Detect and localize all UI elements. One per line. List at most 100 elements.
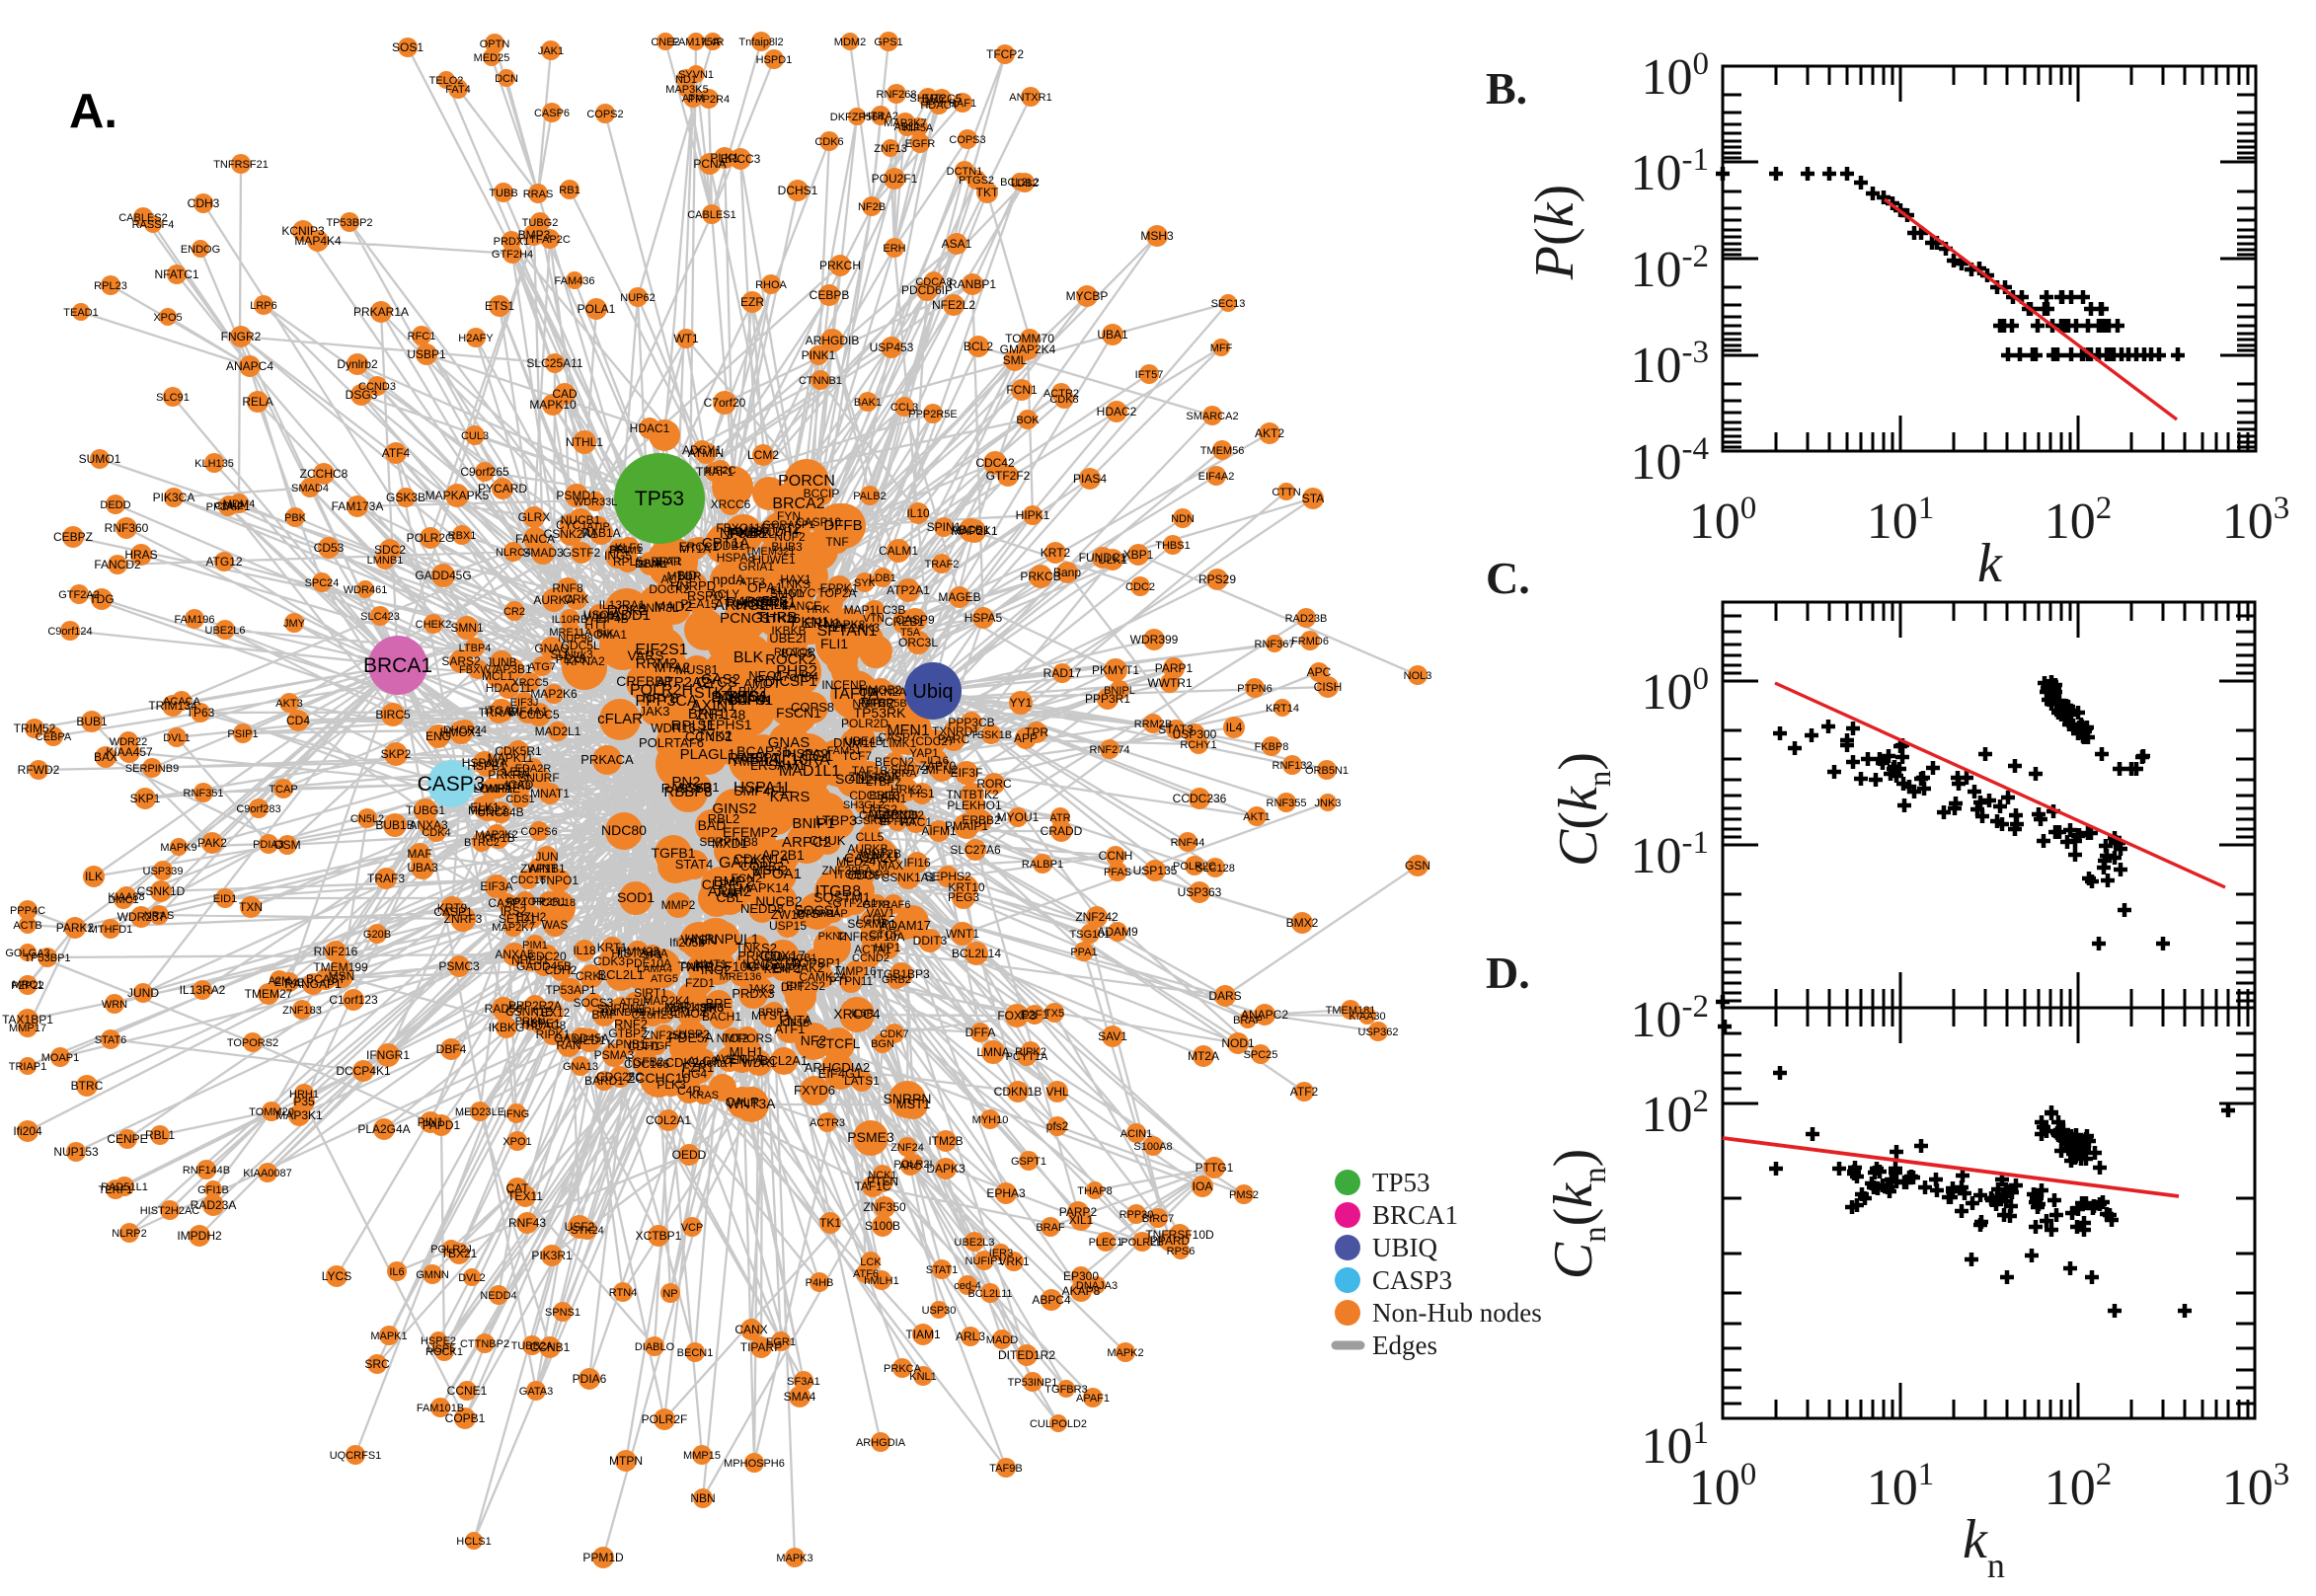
svg-text:A.: A. <box>69 85 117 138</box>
svg-text:SMARCA2: SMARCA2 <box>1186 411 1238 422</box>
svg-text:NUCB1: NUCB1 <box>561 513 601 527</box>
svg-text:ATG12: ATG12 <box>205 555 242 569</box>
svg-text:TFAP2C: TFAP2C <box>529 234 571 246</box>
svg-text:STAT6: STAT6 <box>95 1034 127 1046</box>
svg-text:PPP2R4: PPP2R4 <box>688 94 730 106</box>
svg-text:HSPA5: HSPA5 <box>965 611 1003 625</box>
svg-text:VHL: VHL <box>1045 1085 1069 1099</box>
svg-text:SLC91: SLC91 <box>156 392 190 404</box>
svg-text:C.: C. <box>1486 553 1530 603</box>
svg-text:LRP6: LRP6 <box>250 300 277 312</box>
svg-text:RNF43: RNF43 <box>508 1216 546 1230</box>
svg-text:GMNN: GMNN <box>416 1269 449 1281</box>
svg-text:MYST1: MYST1 <box>751 1009 791 1023</box>
svg-text:MAPK10: MAPK10 <box>529 398 577 412</box>
svg-text:TNFRSF10D: TNFRSF10D <box>1145 1228 1214 1242</box>
svg-text:LIMK1: LIMK1 <box>883 736 917 750</box>
svg-text:BCL2L14: BCL2L14 <box>952 947 1001 960</box>
svg-text:ASA1: ASA1 <box>942 237 972 251</box>
svg-text:ATF3: ATF3 <box>739 576 765 588</box>
svg-text:ERBB2: ERBB2 <box>962 813 1001 827</box>
svg-text:CRADD: CRADD <box>1041 824 1083 838</box>
svg-text:POLR2F: POLR2F <box>642 1412 688 1426</box>
svg-text:JUNB: JUNB <box>486 655 516 669</box>
svg-text:COPS2: COPS2 <box>586 109 623 120</box>
svg-text:CTNNB1: CTNNB1 <box>799 375 842 387</box>
svg-text:FSCN1: FSCN1 <box>776 705 821 721</box>
svg-text:CASP10: CASP10 <box>796 515 841 529</box>
svg-text:USP363: USP363 <box>1178 885 1222 899</box>
svg-text:NFATC1: NFATC1 <box>154 267 198 281</box>
svg-text:RAD23B: RAD23B <box>1285 613 1328 625</box>
svg-text:MYH10: MYH10 <box>972 1114 1009 1126</box>
svg-text:HMGB2: HMGB2 <box>860 683 902 697</box>
svg-text:USBP1: USBP1 <box>407 347 446 361</box>
svg-text:ATF2: ATF2 <box>1290 1085 1319 1099</box>
svg-text:KIAA457: KIAA457 <box>106 745 153 759</box>
svg-text:ANAPC4: ANAPC4 <box>226 359 273 373</box>
svg-text:MRE136: MRE136 <box>720 971 762 983</box>
svg-text:PALB2: PALB2 <box>853 491 886 502</box>
svg-text:SMAD4: SMAD4 <box>291 483 329 494</box>
svg-text:FANCD2: FANCD2 <box>94 558 141 571</box>
svg-text:PPM1D: PPM1D <box>582 1551 624 1564</box>
svg-text:HAX1: HAX1 <box>780 572 811 586</box>
svg-text:P35: P35 <box>293 1095 315 1108</box>
svg-text:GTF2F2: GTF2F2 <box>986 469 1031 483</box>
svg-text:FCN2: FCN2 <box>731 872 762 885</box>
svg-text:NUP153: NUP153 <box>53 1145 99 1159</box>
svg-text:CR2: CR2 <box>503 606 525 618</box>
svg-text:MED25: MED25 <box>474 52 510 64</box>
svg-text:FLI1: FLI1 <box>820 636 848 651</box>
svg-text:HCLS1: HCLS1 <box>456 1536 491 1548</box>
svg-text:CEBPZ: CEBPZ <box>53 530 93 544</box>
svg-text:pfs2: pfs2 <box>1046 1119 1069 1133</box>
svg-text:BRCA1: BRCA1 <box>363 654 432 677</box>
svg-text:ERCC6: ERCC6 <box>879 808 919 822</box>
svg-text:BIK: BIK <box>596 628 614 640</box>
svg-text:APC: APC <box>1307 665 1332 679</box>
svg-text:NTHL1: NTHL1 <box>566 435 603 449</box>
svg-text:POU2F1: POU2F1 <box>872 172 918 186</box>
svg-text:LYCS: LYCS <box>322 1269 351 1283</box>
svg-text:AURKB: AURKB <box>847 842 888 856</box>
svg-text:S100A8: S100A8 <box>1133 1141 1172 1153</box>
svg-text:ANTXR1: ANTXR1 <box>1009 92 1051 104</box>
svg-text:COPS3: COPS3 <box>949 134 985 146</box>
svg-text:USP300: USP300 <box>1173 727 1217 741</box>
svg-text:PMS2: PMS2 <box>1229 1189 1259 1201</box>
svg-text:HIST2H2AC: HIST2H2AC <box>140 1205 200 1217</box>
svg-text:CANX: CANX <box>734 1323 767 1336</box>
svg-text:PIAS4: PIAS4 <box>1073 472 1107 486</box>
svg-text:EP300: EP300 <box>1063 1269 1099 1283</box>
svg-text:ARHGDIA: ARHGDIA <box>856 1437 906 1449</box>
svg-text:TAF9B: TAF9B <box>989 1463 1022 1475</box>
svg-text:PRKACA: PRKACA <box>580 752 634 767</box>
svg-text:USP339: USP339 <box>143 866 184 877</box>
svg-text:PYCARD: PYCARD <box>478 482 527 495</box>
svg-text:Edges: Edges <box>1372 1330 1437 1360</box>
svg-text:XRCC6: XRCC6 <box>711 497 751 511</box>
svg-text:CARM1: CARM1 <box>798 908 836 920</box>
svg-text:RANBP1: RANBP1 <box>949 277 996 291</box>
svg-text:MYCBP: MYCBP <box>1066 289 1109 303</box>
svg-text:IFI16: IFI16 <box>903 856 931 870</box>
svg-text:KIAA88: KIAA88 <box>108 891 144 903</box>
svg-text:DBF4: DBF4 <box>436 1042 467 1056</box>
svg-text:RNF8: RNF8 <box>552 581 583 595</box>
svg-text:FCN1: FCN1 <box>1006 383 1038 397</box>
svg-text:PPP2R5B: PPP2R5B <box>858 698 907 710</box>
svg-text:IKBKB: IKBKB <box>771 624 806 638</box>
svg-text:CHEK2: CHEK2 <box>416 619 452 631</box>
svg-text:PSIP1: PSIP1 <box>227 728 258 740</box>
svg-text:SLC128: SLC128 <box>1196 863 1235 874</box>
svg-text:AKT2: AKT2 <box>1255 426 1284 440</box>
svg-text:MAPK2: MAPK2 <box>1107 1347 1143 1359</box>
svg-text:KRAS: KRAS <box>689 1090 719 1102</box>
svg-text:NOL3: NOL3 <box>1404 670 1432 682</box>
svg-text:CCDC5: CCDC5 <box>518 708 560 722</box>
svg-text:PIN1: PIN1 <box>418 1115 444 1129</box>
svg-text:TKT: TKT <box>976 186 999 199</box>
svg-text:CDKN1B: CDKN1B <box>994 1085 1042 1099</box>
svg-text:PPP3R1: PPP3R1 <box>1085 692 1130 706</box>
